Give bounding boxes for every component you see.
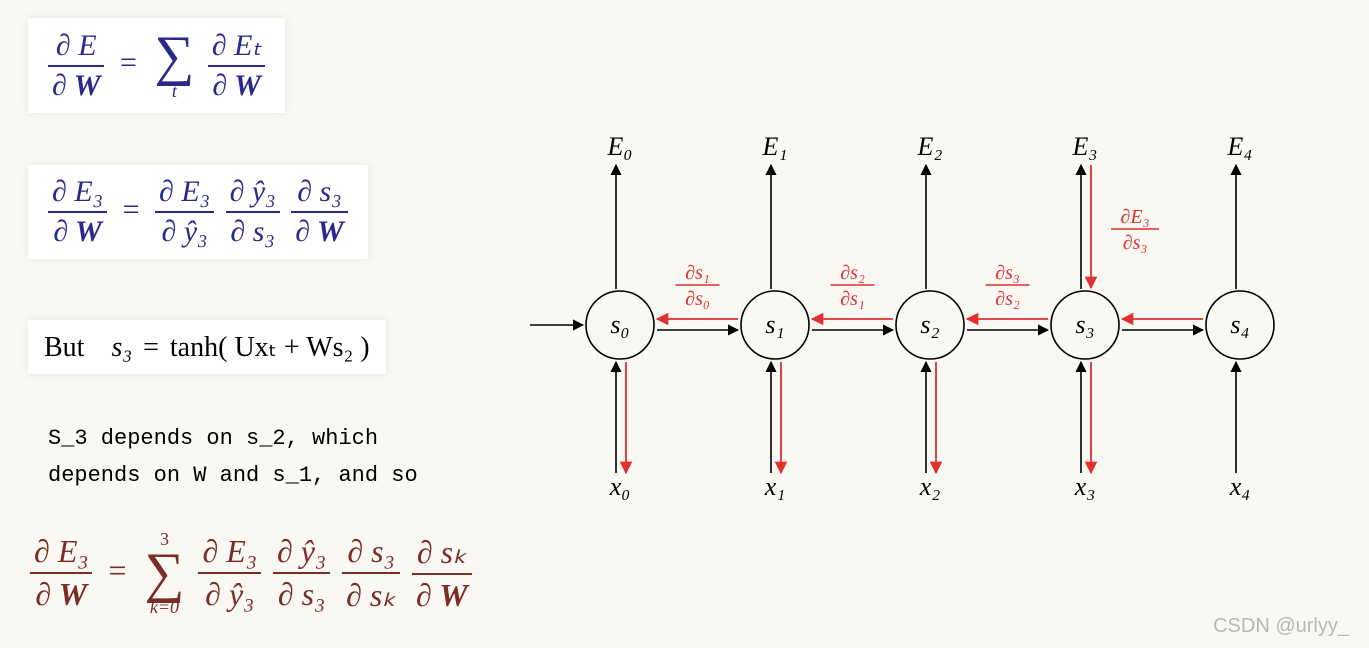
eq4-lhs-den: ∂ W — [30, 574, 92, 613]
error-label: E₂ — [917, 132, 943, 161]
eq1-sum: ∑ t — [154, 31, 194, 99]
input-label: x₀ — [609, 472, 631, 501]
input-label: x₂ — [919, 472, 941, 501]
svg-text:∂s₁: ∂s₁ — [685, 262, 710, 284]
eq1-lhs-den: ∂ W — [48, 67, 104, 103]
eq4-sum-bot: k=0 — [145, 598, 185, 616]
state-label: s₄ — [1230, 310, 1249, 339]
eq1-lhs-frac: ∂ E ∂ W — [48, 29, 104, 103]
eq4-t1-num: ∂ E₃ — [198, 533, 260, 574]
equation-3-box: But s₃ = tanh( Uxₜ + Ws₂ ) — [28, 320, 386, 374]
dE-frac-num: ∂E₃ — [1120, 206, 1149, 228]
error-label: E₁ — [762, 132, 788, 161]
eq4-t1: ∂ E₃ ∂ ŷ₃ — [198, 533, 260, 613]
equation-1-box: ∂ E ∂ W = ∑ t ∂ Eₜ ∂ W — [28, 18, 285, 113]
state-label: s₀ — [610, 310, 629, 339]
eq4-t4-num: ∂ sₖ — [412, 533, 472, 575]
ds-frac-label: ∂s₃ ∂s₂ — [986, 262, 1030, 310]
input-label: x₄ — [1229, 472, 1251, 501]
dE-frac-den: ∂s₃ — [1123, 232, 1148, 254]
eq2-lhs: ∂ E₃ ∂ W — [48, 175, 107, 249]
eq4-t3-den: ∂ sₖ — [342, 574, 400, 614]
ds-frac-label: ∂s₁ ∂s₀ — [676, 262, 720, 310]
eq2-lhs-num: ∂ E₃ — [48, 175, 107, 213]
note-line-1: S_3 depends on s_2, which — [48, 420, 418, 457]
error-label: E₃ — [1072, 132, 1098, 161]
eq2-t1-den: ∂ ŷ₃ — [155, 213, 214, 249]
svg-text:∂s₀: ∂s₀ — [685, 288, 710, 310]
eq3-equals: = — [143, 332, 159, 363]
equation-2-box: ∂ E₃ ∂ W = ∂ E₃ ∂ ŷ₃ ∂ ŷ₃ ∂ s₃ ∂ s₃ ∂ W — [28, 165, 368, 259]
eq2-equals: = — [123, 193, 140, 226]
ds-frac-label: ∂s₂ ∂s₁ — [831, 262, 875, 310]
equation-4: ∂ E₃ ∂ W = 3 ∑ k=0 ∂ E₃ ∂ ŷ₃ ∂ ŷ₃ ∂ s₃ ∂… — [28, 552, 474, 588]
state-label: s₃ — [1075, 310, 1094, 339]
eq2-t3: ∂ s₃ ∂ W — [291, 175, 347, 249]
eq4-lhs-num: ∂ E₃ — [30, 533, 92, 574]
eq4-t2-den: ∂ s₃ — [273, 574, 330, 613]
eq4-lhs: ∂ E₃ ∂ W — [30, 533, 92, 613]
eq2-t1-num: ∂ E₃ — [155, 175, 214, 213]
note-line-2: depends on W and s_1, and so — [48, 457, 418, 494]
eq1-rhs-frac: ∂ Eₜ ∂ W — [208, 28, 266, 103]
eq3-prefix: But — [44, 332, 84, 363]
eq2-t3-den: ∂ W — [291, 213, 347, 249]
eq2-t3-num: ∂ s₃ — [291, 175, 347, 213]
eq2-t1: ∂ E₃ ∂ ŷ₃ — [155, 175, 214, 249]
eq4-t4-den: ∂ W — [412, 575, 472, 614]
error-label: E₀ — [607, 132, 633, 161]
eq4-t3: ∂ s₃ ∂ sₖ — [342, 533, 400, 614]
eq4-t3-num: ∂ s₃ — [342, 533, 400, 574]
input-label: x₁ — [764, 472, 786, 501]
error-label: E₄ — [1227, 132, 1253, 161]
dependency-note: S_3 depends on s_2, which depends on W a… — [48, 420, 418, 495]
svg-text:∂s₂: ∂s₂ — [840, 262, 865, 284]
rnn-bptt-diagram: s₀E₀x₀s₁E₁x₁s₂E₂x₂s₃E₃x₃s₄E₄x₄∂s₁∂s₀∂s₂∂… — [500, 115, 1360, 525]
eq4-t2: ∂ ŷ₃ ∂ s₃ — [273, 533, 330, 613]
eq2-t2: ∂ ŷ₃ ∂ s₃ — [226, 175, 280, 249]
eq4-equals: = — [108, 552, 126, 588]
eq1-equals: = — [120, 46, 137, 79]
watermark: CSDN @urlyy_ — [1213, 615, 1349, 638]
equation-2: ∂ E₃ ∂ W = ∂ E₃ ∂ ŷ₃ ∂ ŷ₃ ∂ s₃ ∂ s₃ ∂ W — [46, 193, 350, 226]
state-label: s₂ — [920, 310, 939, 339]
eq2-t2-num: ∂ ŷ₃ — [226, 175, 280, 213]
eq4-t1-den: ∂ ŷ₃ — [198, 574, 260, 613]
svg-text:∂s₂: ∂s₂ — [995, 288, 1020, 310]
equation-1: ∂ E ∂ W = ∑ t ∂ Eₜ ∂ W — [46, 46, 267, 79]
svg-text:∂s₁: ∂s₁ — [840, 288, 865, 310]
sigma-icon: ∑ — [145, 542, 185, 604]
svg-text:∂s₃: ∂s₃ — [995, 262, 1020, 284]
eq2-t2-den: ∂ s₃ — [226, 213, 280, 249]
eq1-lhs-num: ∂ E — [48, 29, 104, 67]
eq1-rhs-num: ∂ Eₜ — [208, 28, 266, 67]
eq4-t2-num: ∂ ŷ₃ — [273, 533, 330, 574]
sigma-icon: ∑ — [154, 25, 194, 87]
equation-4-box: ∂ E₃ ∂ W = 3 ∑ k=0 ∂ E₃ ∂ ŷ₃ ∂ ŷ₃ ∂ s₃ ∂… — [28, 530, 474, 616]
eq4-sum: 3 ∑ k=0 — [145, 530, 185, 616]
eq1-rhs-den: ∂ W — [208, 67, 266, 103]
eq2-lhs-den: ∂ W — [48, 213, 107, 249]
eq3-rhs: tanh( Uxₜ + Ws₂ ) — [170, 332, 370, 363]
eq3-lhs: s₃ — [111, 332, 132, 363]
state-label: s₁ — [765, 310, 784, 339]
input-label: x₃ — [1074, 472, 1096, 501]
eq4-t4: ∂ sₖ ∂ W — [412, 533, 472, 614]
